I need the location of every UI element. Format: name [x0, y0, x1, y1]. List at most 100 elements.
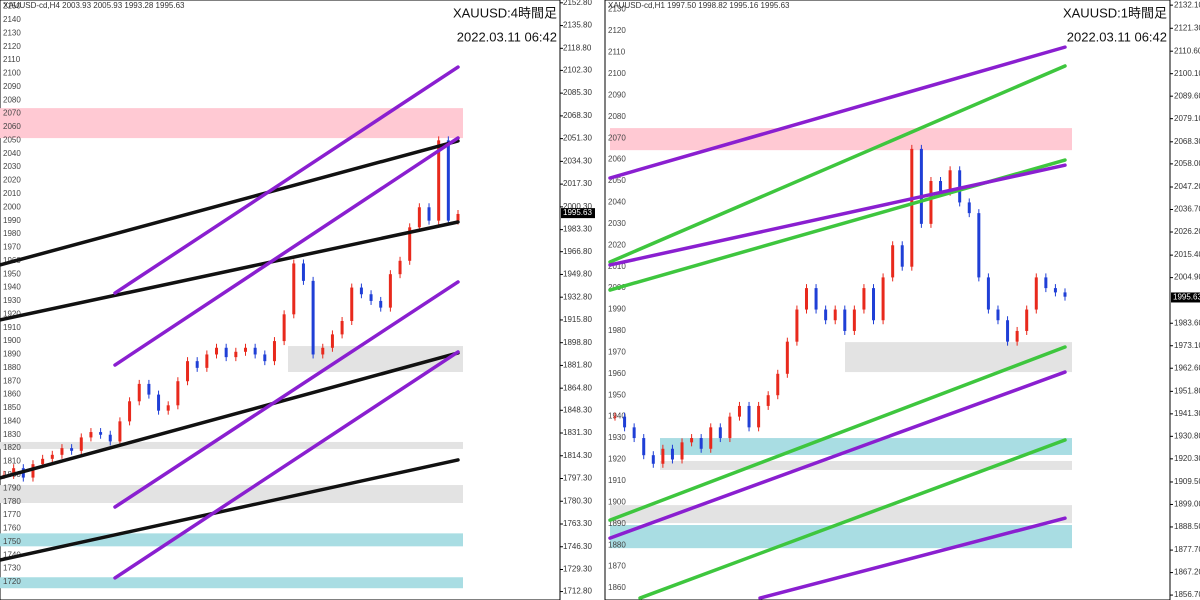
- candle-body: [939, 181, 943, 192]
- y2-tick-label: 2132.10: [1174, 0, 1200, 9]
- price-zone: [0, 441, 463, 449]
- y-tick-label: 2120: [3, 42, 21, 51]
- candle-body: [195, 361, 199, 368]
- y-tick-label: 1760: [3, 524, 21, 533]
- candle-body: [89, 432, 93, 438]
- y-tick-label: 2120: [608, 26, 626, 35]
- candle-body: [147, 383, 151, 395]
- candle-body: [795, 309, 799, 342]
- y2-tick-label: 2085.30: [563, 88, 592, 97]
- candle-body: [70, 448, 74, 451]
- y2-tick-label: 1780.30: [563, 496, 592, 505]
- candle-body: [388, 274, 392, 308]
- y2-tick-label: 1867.20: [1174, 568, 1200, 577]
- candle-body: [948, 170, 952, 192]
- y2-tick-label: 1932.80: [563, 292, 592, 301]
- price-zone: [0, 485, 463, 503]
- candle-body: [833, 309, 837, 321]
- chart-panel: 2150 2140 2130 2120 2110 2100 2090 2080 2070 2060…: [0, 0, 595, 600]
- y-tick-label: 2110: [608, 48, 626, 57]
- y2-tick-label: 2110.60: [1174, 46, 1200, 55]
- y2-tick-label: 1763.30: [563, 519, 592, 528]
- candle-body: [747, 405, 751, 428]
- y2-tick-label: 1898.80: [563, 338, 592, 347]
- y-tick-label: 2100: [3, 69, 21, 78]
- y-tick-label: 1770: [3, 510, 21, 519]
- candle-body: [350, 287, 354, 322]
- y-tick-label: 1930: [3, 296, 21, 305]
- y-tick-label: 1990: [608, 305, 626, 314]
- y-tick-label: 1720: [3, 577, 21, 586]
- candle-body: [408, 227, 412, 261]
- trend-line: [608, 370, 1067, 540]
- price-tag: [1171, 292, 1200, 303]
- y-tick-label: 1920: [3, 309, 21, 318]
- y-tick-label: 1880: [608, 540, 626, 549]
- y-tick-label: 2000: [3, 202, 21, 211]
- candle-body: [785, 341, 789, 374]
- y2-tick-label: 1856.70: [1174, 590, 1200, 599]
- candle-body: [166, 405, 170, 411]
- candle-body: [108, 434, 112, 442]
- candle-body: [1015, 330, 1019, 342]
- y-tick-label: 2110: [3, 55, 21, 64]
- y2-tick-label: 2118.80: [563, 43, 592, 52]
- candle-body: [661, 448, 665, 464]
- candle-body: [118, 421, 122, 442]
- y2-tick-label: 2000.30: [563, 202, 592, 211]
- candle-body: [253, 347, 257, 355]
- chart-title: XAUUSD:1時間足: [1063, 5, 1167, 20]
- y-tick-label: 2060: [3, 122, 21, 131]
- y-tick-label: 2010: [3, 189, 21, 198]
- trend-line: [0, 351, 460, 480]
- y-tick-label: 2030: [3, 162, 21, 171]
- y-tick-label: 1780: [3, 497, 21, 506]
- candle-body: [282, 314, 286, 342]
- y2-tick-label: 2102.30: [563, 65, 592, 74]
- y-tick-label: 1740: [3, 550, 21, 559]
- trend-line: [113, 65, 460, 295]
- y2-tick-label: 1814.30: [563, 451, 592, 460]
- y-tick-label: 2130: [3, 28, 21, 37]
- y-tick-label: 1950: [3, 269, 21, 278]
- candle-body: [737, 405, 741, 417]
- candle-body: [79, 437, 83, 451]
- candle-body: [986, 277, 990, 310]
- candle-body: [369, 294, 373, 301]
- candle-body: [766, 395, 770, 406]
- y-tick-label: 1820: [3, 443, 21, 452]
- y-tick-label: 2130: [608, 5, 626, 14]
- chart-header: XAUUSD-cd,H4 2003.93 2005.93 1993.28 199…: [3, 1, 185, 10]
- candle-body: [292, 263, 296, 315]
- trend-line: [608, 163, 1067, 267]
- y-tick-label: 1810: [3, 457, 21, 466]
- y-tick-label: 1910: [3, 323, 21, 332]
- y2-tick-label: 1899.00: [1174, 500, 1200, 509]
- y-tick-label: 2070: [608, 133, 626, 142]
- y2-tick-label: 1983.30: [563, 225, 592, 234]
- y-tick-label: 2080: [3, 95, 21, 104]
- y2-tick-label: 2058.00: [1174, 159, 1200, 168]
- y2-tick-label: 1881.80: [563, 361, 592, 370]
- y-tick-label: 2050: [608, 176, 626, 185]
- y2-tick-label: 1966.80: [563, 247, 592, 256]
- chart-timestamp: 2022.03.11 06:42: [1067, 29, 1167, 44]
- candle-body: [843, 309, 847, 331]
- y2-tick-label: 2100.10: [1174, 69, 1200, 78]
- candle-body: [41, 458, 45, 465]
- y-tick-label: 1970: [3, 243, 21, 252]
- y-tick-label: 1850: [3, 403, 21, 412]
- candle-body: [205, 354, 209, 368]
- candle-body: [958, 170, 962, 203]
- candle-body: [157, 394, 161, 411]
- candle-body: [272, 341, 276, 362]
- candle-body: [330, 334, 334, 348]
- price-tag-label: 1995.63: [563, 208, 592, 217]
- y-tick-label: 1790: [3, 483, 21, 492]
- candle-body: [311, 280, 315, 355]
- y2-tick-label: 1864.80: [563, 383, 592, 392]
- y2-tick-label: 1941.30: [1174, 409, 1200, 418]
- candle-body: [321, 347, 325, 355]
- trend-line: [113, 350, 460, 580]
- y2-tick-label: 2079.10: [1174, 114, 1200, 123]
